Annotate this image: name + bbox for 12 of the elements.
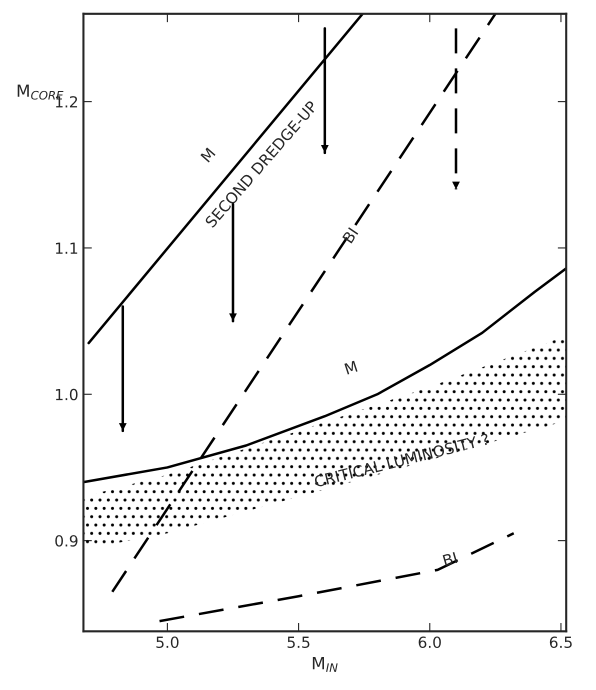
y-tick-label: 0.9 <box>55 535 78 547</box>
annotation: M <box>344 360 358 374</box>
x-tick-label: 6.5 <box>550 636 572 648</box>
annotation: BI <box>442 552 458 566</box>
x-tick-label: 5.0 <box>156 636 179 648</box>
x-tick-label: 6.0 <box>418 636 441 648</box>
y-tick-label: 1.0 <box>56 388 78 400</box>
x-tick-label: 5.5 <box>288 636 310 648</box>
annotation: BI <box>342 227 358 244</box>
y-tick-label: 1.1 <box>56 242 78 254</box>
x-axis-title: M$_{IN}$ <box>312 657 338 672</box>
annotation: M <box>200 147 216 162</box>
